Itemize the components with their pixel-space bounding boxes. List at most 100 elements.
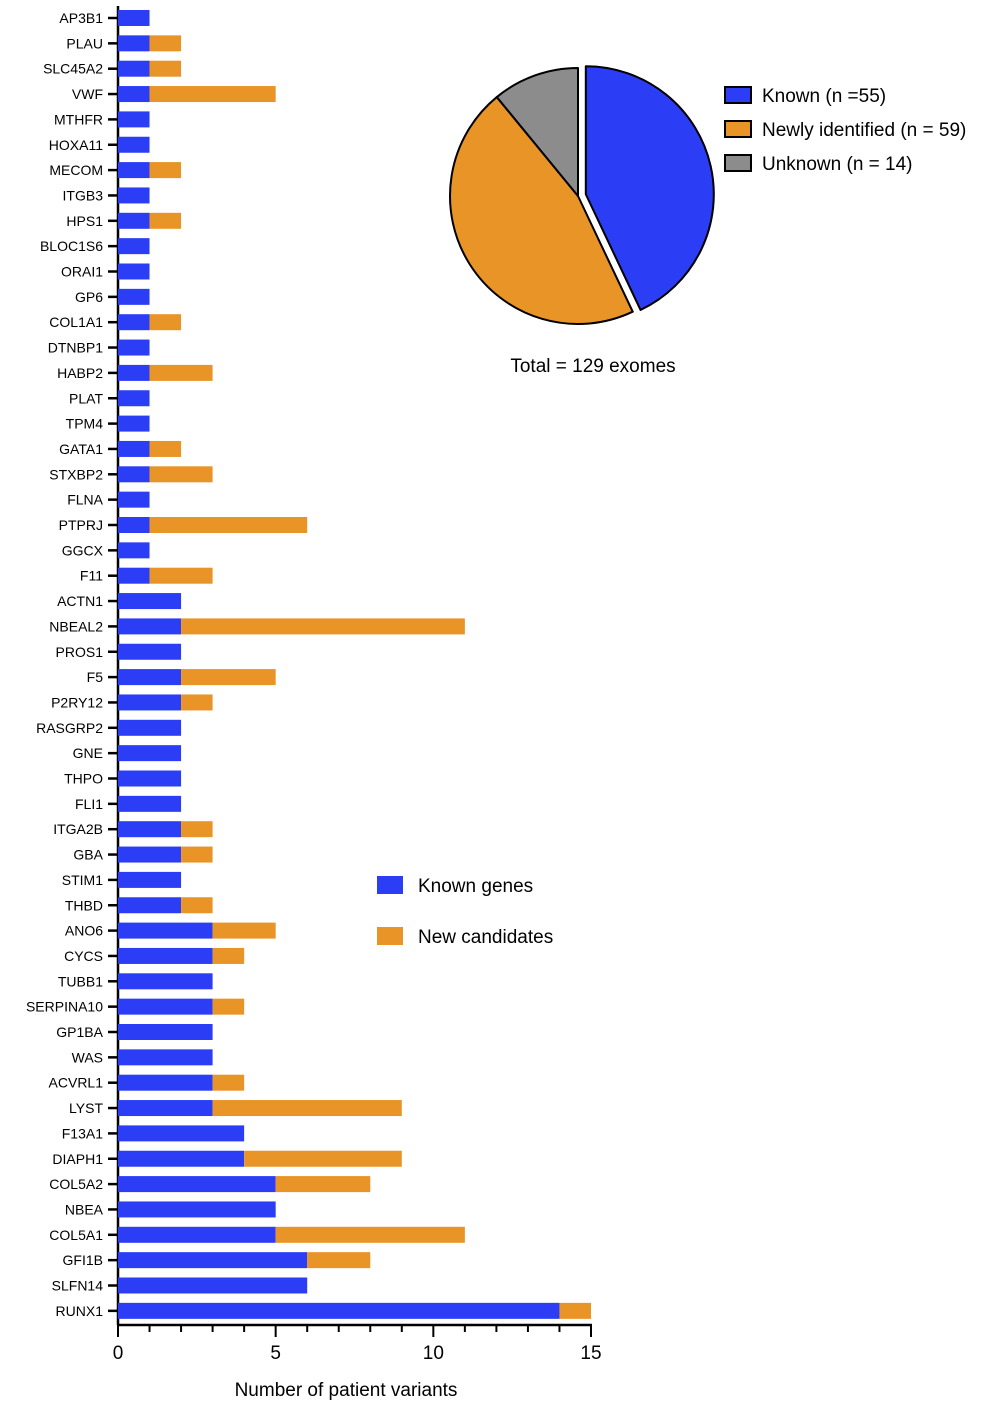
y-tick-label-thbd: THBD bbox=[65, 897, 103, 913]
pie-legend-label-known-n-55: Known (n =55) bbox=[762, 86, 886, 107]
y-tick-label-bloc1s6: BLOC1S6 bbox=[40, 238, 103, 254]
pie-chart bbox=[449, 65, 715, 325]
y-tick-label-stim1: STIM1 bbox=[62, 872, 103, 888]
y-tick-label-f5: F5 bbox=[87, 669, 104, 685]
bar-known-genes-cycs bbox=[118, 947, 213, 964]
bar-known-genes-col1a1 bbox=[118, 314, 150, 331]
bar-legend-label-known-genes: Known genes bbox=[418, 876, 533, 897]
bar-known-genes-gata1 bbox=[118, 440, 150, 457]
bar-new-candidates-habp2 bbox=[149, 364, 213, 381]
bar-known-genes-gp6 bbox=[118, 288, 150, 305]
pie-slice-unknown-n-14 bbox=[495, 67, 579, 197]
x-tick-label: 0 bbox=[113, 1343, 124, 1364]
y-tick-label-gp6: GP6 bbox=[75, 289, 103, 305]
bar-new-candidates-acvrl1 bbox=[212, 1074, 245, 1091]
stacked-bar-chart: 0 5 10 15 AP3B1 PLAU SLC45A2 VWF MTHFR HOXA11 MECO… bbox=[26, 6, 602, 1364]
bar-new-candidates-p2ry12 bbox=[181, 694, 213, 711]
y-tick-label-gp1ba: GP1BA bbox=[56, 1024, 103, 1040]
bar-known-genes-diaph1 bbox=[118, 1150, 245, 1167]
y-tick-label-gfi1b: GFI1B bbox=[63, 1252, 103, 1268]
bar-new-candidates-ano6 bbox=[212, 922, 276, 939]
bar-new-candidates-cycs bbox=[212, 947, 245, 964]
y-tick-label-fli1: FLI1 bbox=[75, 796, 103, 812]
y-tick-label-ap3b1: AP3B1 bbox=[59, 10, 103, 26]
bar-known-genes-serpina10 bbox=[118, 998, 213, 1015]
y-tick-label-actn1: ACTN1 bbox=[57, 593, 103, 609]
y-tick-label-runx1: RUNX1 bbox=[56, 1303, 104, 1319]
y-tick-label-thpo: THPO bbox=[64, 771, 103, 787]
y-tick-label-ano6: ANO6 bbox=[65, 923, 103, 939]
y-tick-label-diaph1: DIAPH1 bbox=[52, 1151, 103, 1167]
bar-known-genes-tubb1 bbox=[118, 973, 213, 990]
x-tick-label: 15 bbox=[580, 1343, 601, 1364]
y-tick-label-cycs: CYCS bbox=[64, 948, 103, 964]
pie-slice-known-n-55 bbox=[584, 65, 715, 311]
bar-known-genes-plau bbox=[118, 35, 150, 52]
bar-known-genes-plat bbox=[118, 390, 150, 407]
bar-legend-swatch-new-candidates bbox=[377, 927, 403, 945]
bar-new-candidates-col1a1 bbox=[149, 314, 182, 331]
bar-known-genes-lyst bbox=[118, 1100, 213, 1117]
y-tick-label-mecom: MECOM bbox=[49, 162, 103, 178]
bar-known-genes-flna bbox=[118, 491, 150, 508]
y-tick-label-p2ry12: P2RY12 bbox=[51, 694, 103, 710]
bar-known-genes-ggcx bbox=[118, 542, 150, 559]
y-tick-label-flna: FLNA bbox=[67, 492, 103, 508]
y-tick-label-hps1: HPS1 bbox=[66, 213, 103, 229]
y-tick-label-itga2b: ITGA2B bbox=[53, 821, 103, 837]
y-tick-label-col1a1: COL1A1 bbox=[49, 314, 103, 330]
bar-legend: Known genes New candidates bbox=[377, 876, 553, 948]
bar-new-candidates-thbd bbox=[181, 897, 213, 914]
bar-known-genes-bloc1s6 bbox=[118, 238, 150, 255]
bar-known-genes-nbea bbox=[118, 1201, 276, 1218]
y-tick-label-mthfr: MTHFR bbox=[54, 111, 103, 127]
bar-new-candidates-mecom bbox=[149, 162, 182, 179]
pie-slice-newly-identified-n-59 bbox=[449, 96, 634, 325]
y-tick-label-ptprj: PTPRJ bbox=[59, 517, 103, 533]
bar-known-genes-itga2b bbox=[118, 821, 182, 838]
bar-legend-label-new-candidates: New candidates bbox=[418, 927, 553, 948]
bar-new-candidates-lyst bbox=[212, 1100, 402, 1117]
y-tick-label-slc45a2: SLC45A2 bbox=[43, 61, 103, 77]
bar-known-genes-gp1ba bbox=[118, 1024, 213, 1040]
bar-known-genes-nbeal2 bbox=[118, 618, 182, 635]
bar-known-genes-tpm4 bbox=[118, 415, 150, 432]
bar-known-genes-ptprj bbox=[118, 517, 150, 533]
bar-known-genes-hps1 bbox=[118, 212, 150, 229]
y-tick-label-col5a2: COL5A2 bbox=[49, 1176, 103, 1192]
bar-new-candidates-plau bbox=[149, 35, 182, 52]
bar-known-genes-pros1 bbox=[118, 643, 182, 660]
bar-new-candidates-f5 bbox=[181, 669, 276, 686]
y-tick-label-col5a1: COL5A1 bbox=[49, 1227, 103, 1243]
bar-known-genes-ap3b1 bbox=[118, 10, 150, 26]
bar-known-genes-gfi1b bbox=[118, 1252, 308, 1269]
y-tick-label-rasgrp2: RASGRP2 bbox=[36, 720, 103, 736]
bar-known-genes-p2ry12 bbox=[118, 694, 182, 711]
bar-new-candidates-col5a1 bbox=[275, 1226, 465, 1243]
bar-new-candidates-hps1 bbox=[149, 212, 182, 229]
bar-new-candidates-gba bbox=[181, 846, 213, 863]
pie-legend: Known (n =55) Newly identified (n = 59) Un… bbox=[724, 86, 966, 175]
pie-legend-label-newly-identified-n-59: Newly identified (n = 59) bbox=[762, 120, 966, 141]
y-tick-label-f11: F11 bbox=[80, 568, 103, 584]
bar-known-genes-mecom bbox=[118, 162, 150, 179]
bar-known-genes-runx1 bbox=[118, 1302, 560, 1319]
x-axis-label: Number of patient variants bbox=[235, 1380, 458, 1401]
bar-new-candidates-gfi1b bbox=[307, 1252, 371, 1269]
bar-known-genes-mthfr bbox=[118, 111, 150, 128]
bar-known-genes-thpo bbox=[118, 770, 182, 787]
bar-new-candidates-diaph1 bbox=[244, 1150, 402, 1167]
y-tick-label-orai1: ORAI1 bbox=[61, 264, 103, 280]
x-tick-label: 10 bbox=[423, 1343, 444, 1364]
bar-known-genes-col5a1 bbox=[118, 1226, 276, 1243]
bar-known-genes-rasgrp2 bbox=[118, 719, 182, 736]
pie-legend-swatch-known-n-55 bbox=[724, 86, 752, 104]
bar-known-genes-thbd bbox=[118, 897, 182, 914]
bar-known-genes-f5 bbox=[118, 669, 182, 686]
bar-new-candidates-vwf bbox=[149, 86, 276, 103]
y-tick-label-habp2: HABP2 bbox=[57, 365, 103, 381]
bar-known-genes-orai1 bbox=[118, 263, 150, 280]
pie-legend-swatch-unknown-n-14 bbox=[724, 154, 752, 172]
bar-known-genes-col5a2 bbox=[118, 1176, 276, 1193]
y-tick-label-ggcx: GGCX bbox=[62, 542, 104, 558]
